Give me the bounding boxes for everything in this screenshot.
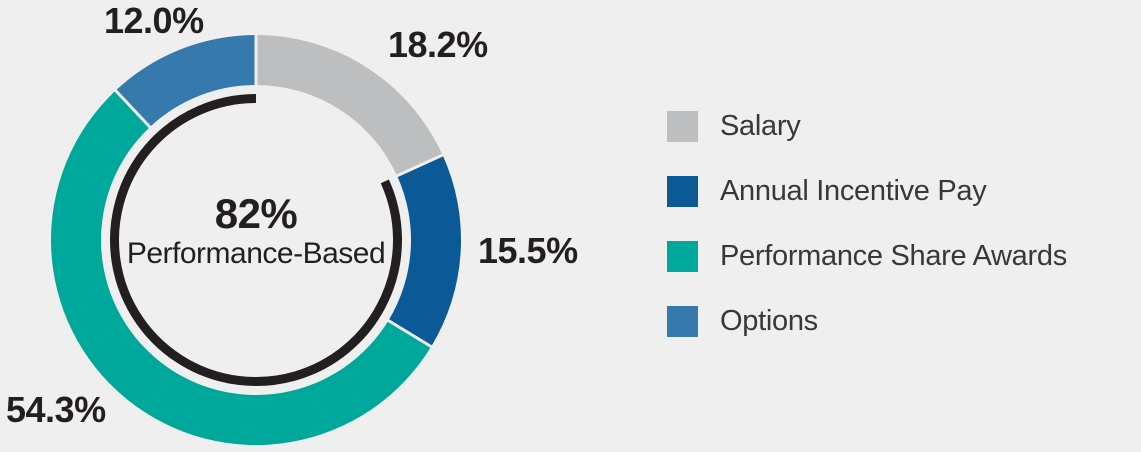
donut-segment-salary	[256, 35, 443, 176]
donut-segment-annual-incentive-pay	[388, 155, 461, 347]
segment-separator	[393, 152, 446, 179]
donut-center-text: 82% Performance-Based	[106, 190, 406, 272]
legend-label-salary: Salary	[720, 110, 801, 142]
legend-item-performance-share-awards: Performance Share Awards	[667, 240, 1067, 272]
legend-label-options: Options	[720, 305, 818, 337]
legend: Salary Annual Incentive Pay Performance …	[667, 110, 1067, 371]
options-swatch-icon	[667, 306, 698, 337]
segment-label-options: 12.0%	[104, 0, 204, 41]
legend-item-annual-incentive-pay: Annual Incentive Pay	[667, 175, 1067, 207]
segment-label-performance-share-awards: 54.3%	[6, 389, 106, 430]
donut-segment-performance-share-awards	[50, 90, 432, 446]
donut-segment-options	[115, 35, 256, 128]
segment-separator	[112, 87, 154, 131]
donut-chart	[50, 32, 461, 446]
segment-label-annual-incentive-pay: 15.5%	[478, 230, 578, 271]
performance-based-caption: Performance-Based	[126, 237, 386, 271]
segment-separator	[385, 317, 435, 350]
salary-swatch-icon	[667, 111, 698, 142]
legend-label-annual-incentive-pay: Annual Incentive Pay	[720, 175, 987, 207]
performance-based-percentage: 82%	[214, 190, 298, 237]
legend-label-performance-share-awards: Performance Share Awards	[720, 240, 1067, 272]
segment-label-salary: 18.2%	[388, 24, 488, 65]
legend-item-options: Options	[667, 305, 1067, 337]
performance-share-awards-swatch-icon	[667, 241, 698, 272]
legend-item-salary: Salary	[667, 110, 1067, 142]
performance-based-arc	[110, 94, 402, 386]
annual-incentive-pay-swatch-icon	[667, 176, 698, 207]
